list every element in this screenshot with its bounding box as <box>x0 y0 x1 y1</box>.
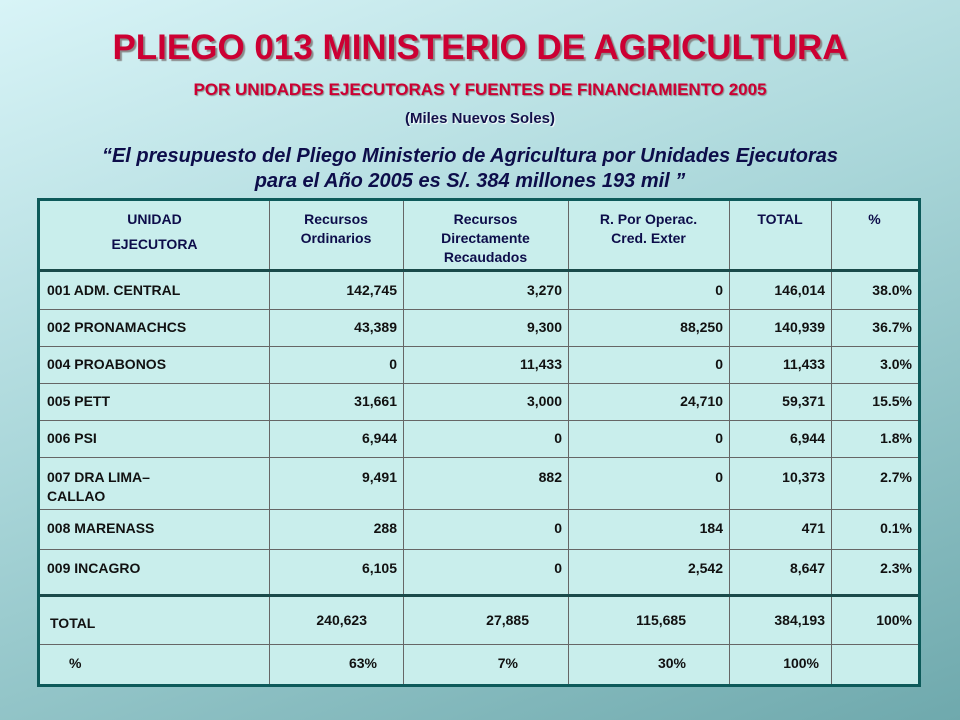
row-roce: 0 <box>715 430 723 446</box>
row-roce: 24,710 <box>680 393 723 409</box>
percent-roce: 30% <box>657 655 686 671</box>
header-unidad-line-2: EJECUTORA <box>111 236 198 252</box>
header-rdr-line-2: Directamente <box>441 230 530 246</box>
row-roce: 0 <box>715 282 723 298</box>
row-divider <box>40 269 918 272</box>
row-pct: 1.8% <box>880 430 912 446</box>
column-divider <box>403 201 404 684</box>
total-pct: 100% <box>876 612 912 628</box>
budget-quote-line-1: “El presupuesto del Pliego Ministerio de… <box>101 145 839 167</box>
column-divider <box>831 201 832 684</box>
row-ro: 9,491 <box>361 469 397 485</box>
row-roce: 0 <box>715 469 723 485</box>
row-divider <box>40 457 918 458</box>
row-total: 471 <box>801 520 825 536</box>
column-divider <box>568 201 569 684</box>
row-name: 008 MARENASS <box>47 520 155 536</box>
header-unidad-line-1: UNIDAD <box>127 211 182 227</box>
row-total: 8,647 <box>789 560 825 576</box>
header-total: TOTAL <box>757 211 803 227</box>
budget-quote-line-2: para el Año 2005 es S/. 384 millones 193… <box>254 170 686 192</box>
column-divider <box>729 201 730 684</box>
header-roce-line-1: R. Por Operac. <box>599 211 698 227</box>
header-r-por-operac: R. Por Operac. Cred. Exter <box>568 210 729 248</box>
row-total: 146,014 <box>774 282 825 298</box>
row-name: 005 PETT <box>47 393 111 409</box>
row-name: 001 ADM. CENTRAL <box>47 282 181 298</box>
percent-rdr: 7% <box>497 655 518 671</box>
row-rdr: 0 <box>554 430 562 446</box>
row-name-line-1: 007 DRA LIMA– <box>47 469 150 485</box>
row-roce: 0 <box>715 356 723 372</box>
row-roce: 88,250 <box>680 319 723 335</box>
row-pct: 38.0% <box>872 282 912 298</box>
row-pct: 15.5% <box>872 393 912 409</box>
row-divider <box>40 383 918 384</box>
row-total: 59,371 <box>782 393 825 409</box>
row-divider <box>40 644 918 645</box>
header-recursos-directamente-recaudados: Recursos Directamente Recaudados <box>403 210 568 267</box>
row-rdr: 9,300 <box>526 319 562 335</box>
header-roce-line-2: Cred. Exter <box>611 230 686 246</box>
row-divider <box>40 420 918 421</box>
row-divider <box>40 509 918 510</box>
header-unidad: UNIDAD EJECUTORA <box>40 210 269 254</box>
row-name: 006 PSI <box>47 430 97 446</box>
row-ro: 142,745 <box>346 282 397 298</box>
row-rdr: 0 <box>554 520 562 536</box>
row-ro: 6,105 <box>361 560 397 576</box>
row-ro: 288 <box>373 520 397 536</box>
row-rdr: 882 <box>538 469 562 485</box>
row-ro: 43,389 <box>354 319 397 335</box>
row-rdr: 3,000 <box>526 393 562 409</box>
column-divider <box>269 201 270 684</box>
header-ro-line-1: Recursos <box>304 211 368 227</box>
header-recursos-ordinarios: Recursos Ordinarios <box>269 210 403 248</box>
percent-row-label: % <box>69 655 82 671</box>
row-total: 10,373 <box>782 469 825 485</box>
page-subtitle: POR UNIDADES EJECUTORAS Y FUENTES DE FIN… <box>193 80 767 99</box>
page-title: PLIEGO 013 MINISTERIO DE AGRICULTURA <box>112 28 848 67</box>
total-ro: 240,623 <box>316 612 367 628</box>
total-label: TOTAL <box>50 615 96 631</box>
header-ro-line-2: Ordinarios <box>300 230 372 246</box>
row-pct: 2.7% <box>880 469 912 485</box>
row-name: 002 PRONAMACHCS <box>47 319 187 335</box>
row-total: 6,944 <box>789 430 825 446</box>
row-pct: 3.0% <box>880 356 912 372</box>
row-ro: 31,661 <box>354 393 397 409</box>
header-rdr-line-1: Recursos <box>453 211 518 227</box>
row-pct: 2.3% <box>880 560 912 576</box>
total-total: 384,193 <box>774 612 825 628</box>
percent-ro: 63% <box>348 655 377 671</box>
row-total: 140,939 <box>774 319 825 335</box>
header-rdr-line-3: Recaudados <box>443 249 528 265</box>
row-rdr: 0 <box>554 560 562 576</box>
row-roce: 2,542 <box>687 560 723 576</box>
row-total: 11,433 <box>782 356 825 372</box>
row-roce: 184 <box>699 520 723 536</box>
row-rdr: 3,270 <box>526 282 562 298</box>
units-note: (Miles Nuevos Soles) <box>404 110 556 127</box>
row-divider <box>40 594 918 597</box>
budget-table: UNIDAD EJECUTORA Recursos Ordinarios Rec… <box>40 201 918 684</box>
row-pct: 0.1% <box>880 520 912 536</box>
row-name: 004 PROABONOS <box>47 356 167 372</box>
total-rdr: 27,885 <box>486 612 529 628</box>
header-percent: % <box>868 211 881 227</box>
row-name: 007 DRA LIMA– CALLAO <box>47 468 269 506</box>
row-name-line-2: CALLAO <box>47 488 106 504</box>
row-divider <box>40 549 918 550</box>
row-name: 009 INCAGRO <box>47 560 141 576</box>
row-ro: 0 <box>389 356 397 372</box>
budget-quote: “El presupuesto del Pliego Ministerio de… <box>20 144 920 194</box>
percent-total: 100% <box>783 655 819 671</box>
row-divider <box>40 309 918 310</box>
row-pct: 36.7% <box>872 319 912 335</box>
total-roce: 115,685 <box>636 612 686 628</box>
row-divider <box>40 346 918 347</box>
row-ro: 6,944 <box>361 430 397 446</box>
row-rdr: 11,433 <box>519 356 562 372</box>
